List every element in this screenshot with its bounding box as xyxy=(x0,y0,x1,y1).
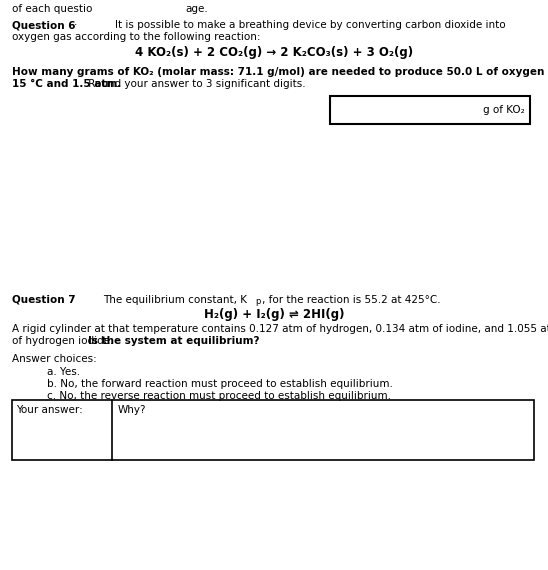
Bar xyxy=(330,96,530,124)
Text: 15 °C and 1.5 atm.: 15 °C and 1.5 atm. xyxy=(12,79,121,89)
Text: How many grams of KO₂ (molar mass: 71.1 g/mol) are needed to produce 50.0 L of o: How many grams of KO₂ (molar mass: 71.1 … xyxy=(12,67,548,77)
Text: 4 KO₂(s) + 2 CO₂(g) → 2 K₂CO₃(s) + 3 O₂(g): 4 KO₂(s) + 2 CO₂(g) → 2 K₂CO₃(s) + 3 O₂(… xyxy=(135,46,413,59)
Text: It is possible to make a breathing device by converting carbon dioxide into: It is possible to make a breathing devic… xyxy=(115,20,506,30)
Text: of hydrogen iodide.: of hydrogen iodide. xyxy=(12,336,117,346)
Text: Round your answer to 3 significant digits.: Round your answer to 3 significant digit… xyxy=(85,79,306,89)
Text: Why?: Why? xyxy=(118,405,146,415)
Bar xyxy=(12,400,534,460)
Text: ·: · xyxy=(74,20,77,30)
Text: b. No, the forward reaction must proceed to establish equilibrium.: b. No, the forward reaction must proceed… xyxy=(47,379,393,389)
Text: The equilibrium constant, K: The equilibrium constant, K xyxy=(103,295,247,305)
Text: age.: age. xyxy=(185,4,208,14)
Text: g of KO₂: g of KO₂ xyxy=(483,105,525,115)
Text: p: p xyxy=(255,297,260,306)
Text: of each questio: of each questio xyxy=(12,4,93,14)
Text: , for the reaction is 55.2 at 425°C.: , for the reaction is 55.2 at 425°C. xyxy=(262,295,441,305)
Text: H₂(g) + I₂(g) ⇌ 2HI(g): H₂(g) + I₂(g) ⇌ 2HI(g) xyxy=(204,308,344,321)
Text: A rigid cylinder at that temperature contains 0.127 atm of hydrogen, 0.134 atm o: A rigid cylinder at that temperature con… xyxy=(12,324,548,334)
Text: Is the system at equilibrium?: Is the system at equilibrium? xyxy=(88,336,260,346)
Text: Your answer:: Your answer: xyxy=(16,405,83,415)
Text: Question 7: Question 7 xyxy=(12,295,76,305)
Text: Answer choices:: Answer choices: xyxy=(12,354,97,364)
Text: oxygen gas according to the following reaction:: oxygen gas according to the following re… xyxy=(12,32,260,42)
Text: a. Yes.: a. Yes. xyxy=(47,367,80,377)
Text: Question 6: Question 6 xyxy=(12,20,76,30)
Text: c. No, the reverse reaction must proceed to establish equilibrium.: c. No, the reverse reaction must proceed… xyxy=(47,391,391,401)
